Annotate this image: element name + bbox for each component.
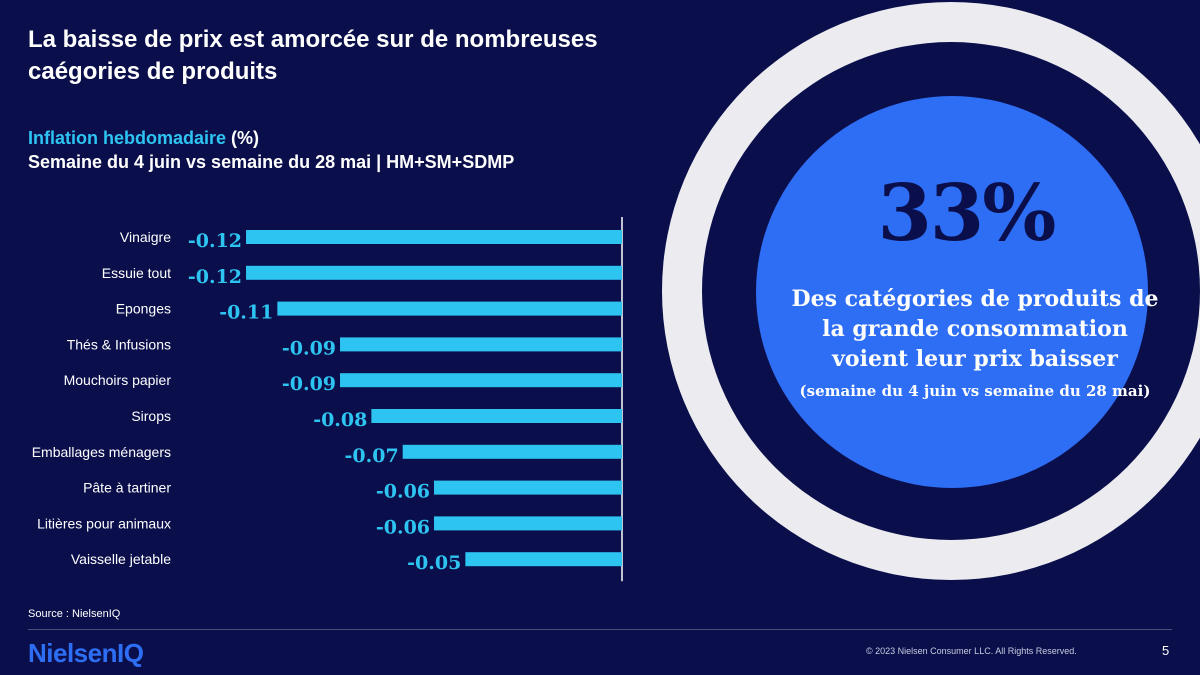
category-label: Mouchoirs papier <box>64 372 172 388</box>
slide-title: La baisse de prix est amorcée sur de nom… <box>28 26 598 85</box>
category-label: Emballages ménagers <box>32 444 171 460</box>
value-label: -0.11 <box>219 302 273 324</box>
value-label: -0.08 <box>313 409 367 431</box>
stat-value: 33% <box>877 168 1057 259</box>
inflation-bar-chart: Vinaigre -0.12 Essuie tout -0.12 Eponges -0.1… <box>32 217 623 582</box>
category-label: Vinaigre <box>120 229 171 245</box>
bar <box>277 301 622 316</box>
bar <box>246 230 623 244</box>
category-label: Pâte à tartiner <box>83 480 171 496</box>
bar <box>434 516 622 531</box>
footer-divider <box>28 629 1172 630</box>
value-label: -0.05 <box>407 552 461 574</box>
stat-line-3: voient leur prix baisser <box>832 346 1118 372</box>
value-label: -0.12 <box>188 230 242 252</box>
bar <box>340 373 622 388</box>
category-label: Eponges <box>116 301 171 317</box>
bar <box>434 480 622 495</box>
stat-note: (semaine du 4 juin vs semaine du 28 mai) <box>799 382 1151 400</box>
category-label: Thés & Infusions <box>67 336 171 352</box>
chart-subtitle: Inflation hebdomadaire (%) <box>28 128 259 149</box>
value-label: -0.06 <box>376 516 430 538</box>
value-label: -0.06 <box>376 481 430 503</box>
value-label: -0.12 <box>188 266 242 288</box>
page-number: 5 <box>1162 643 1170 658</box>
chart-period: Semaine du 4 juin vs semaine du 28 mai |… <box>28 152 515 172</box>
source-note: Source : NielsenIQ <box>28 608 121 620</box>
nielseniq-logo: NielsenIQ <box>28 638 144 668</box>
stat-circle <box>756 96 1148 488</box>
bar <box>371 409 622 423</box>
bar <box>340 337 622 352</box>
bar <box>246 265 623 280</box>
category-label: Vaisselle jetable <box>71 551 171 567</box>
category-label: Essuie tout <box>102 265 171 281</box>
stat-description: Des catégories de produits de la grande … <box>770 284 1180 374</box>
bar <box>465 552 622 567</box>
copyright: © 2023 Nielsen Consumer LLC. All Rights … <box>866 646 1077 656</box>
category-label: Litières pour animaux <box>37 515 171 531</box>
value-label: -0.09 <box>282 373 336 395</box>
chart-subtitle-accent: Inflation hebdomadaire <box>28 128 227 148</box>
value-label: -0.07 <box>345 445 399 467</box>
stat-line-1: Des catégories de produits de <box>791 286 1159 312</box>
bar <box>402 444 622 459</box>
category-label: Sirops <box>131 408 171 424</box>
chart-subtitle-unit: (%) <box>226 128 260 148</box>
value-label: -0.09 <box>282 337 336 359</box>
stat-line-2: la grande consommation <box>822 316 1128 342</box>
